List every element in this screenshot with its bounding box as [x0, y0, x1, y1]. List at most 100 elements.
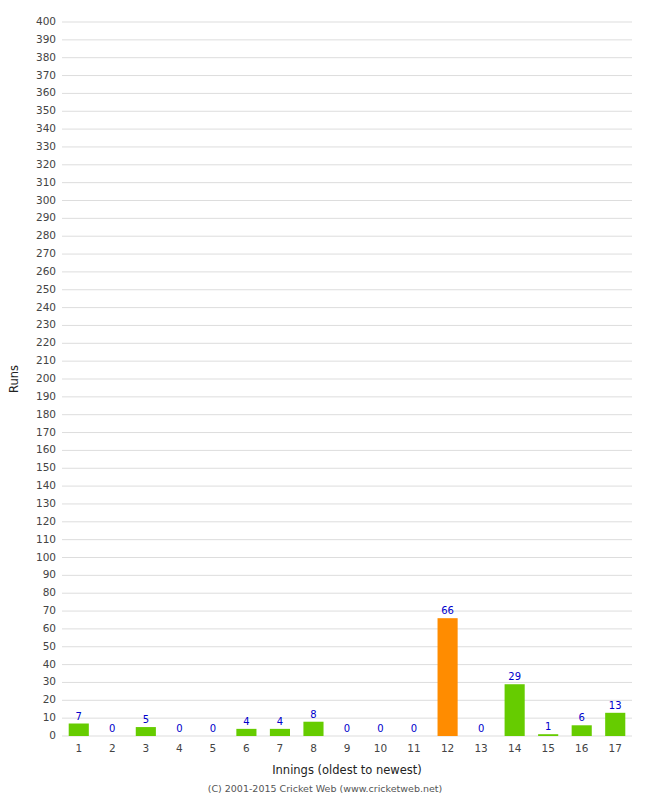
bar: [370, 736, 390, 737]
y-tick-label: 330: [36, 140, 56, 152]
grid-line: [62, 271, 632, 272]
x-tick-label: 6: [243, 742, 250, 754]
bar: [69, 724, 89, 736]
data-label: 4: [243, 716, 249, 727]
grid-line: [62, 57, 632, 58]
grid-line: [62, 646, 632, 647]
y-axis: 0102030405060708090100110120130140150160…: [36, 15, 56, 741]
grid-line: [62, 343, 632, 344]
x-tick-label: 3: [142, 742, 149, 754]
grid-line: [62, 414, 632, 415]
x-axis-title: Innings (oldest to newest): [272, 763, 422, 777]
grid-line: [62, 379, 632, 380]
y-tick-label: 50: [43, 640, 56, 652]
x-tick-label: 13: [474, 742, 487, 754]
data-label: 29: [508, 671, 521, 682]
data-label: 1: [545, 721, 551, 732]
data-label: 5: [143, 714, 149, 725]
grid-line: [62, 521, 632, 522]
data-label: 8: [310, 709, 316, 720]
grid-line: [62, 450, 632, 451]
y-grid: [62, 22, 632, 736]
grid-line: [62, 682, 632, 683]
grid-line: [62, 361, 632, 362]
bar: [337, 736, 357, 737]
y-tick-label: 40: [43, 658, 56, 670]
grid-line: [62, 200, 632, 201]
grid-line: [62, 628, 632, 629]
y-tick-label: 400: [36, 15, 56, 27]
y-tick-label: 250: [36, 283, 56, 295]
y-tick-label: 290: [36, 211, 56, 223]
y-tick-label: 310: [36, 176, 56, 188]
y-tick-label: 120: [36, 515, 56, 527]
grid-line: [62, 129, 632, 130]
grid-line: [62, 539, 632, 540]
y-tick-label: 380: [36, 51, 56, 63]
grid-line: [62, 146, 632, 147]
bar: [538, 734, 558, 736]
data-label: 0: [411, 723, 417, 734]
x-tick-label: 11: [407, 742, 420, 754]
bar: [203, 736, 223, 737]
grid-line: [62, 289, 632, 290]
y-tick-label: 300: [36, 194, 56, 206]
grid-line: [62, 503, 632, 504]
grid-line: [62, 307, 632, 308]
y-tick-label: 60: [43, 622, 56, 634]
y-tick-label: 100: [36, 551, 56, 563]
y-tick-label: 150: [36, 461, 56, 473]
grid-line: [62, 111, 632, 112]
bar: [136, 727, 156, 736]
grid-line: [62, 593, 632, 594]
bar: [438, 618, 458, 736]
y-tick-label: 80: [43, 586, 56, 598]
x-tick-label: 16: [575, 742, 589, 754]
footer: (C) 2001-2015 Cricket Web (www.cricketwe…: [208, 783, 443, 794]
grid-line: [62, 218, 632, 219]
data-label: 6: [579, 712, 585, 723]
y-axis-title: Runs: [7, 365, 21, 393]
grid-line: [62, 254, 632, 255]
x-tick-label: 7: [277, 742, 284, 754]
data-labels: 70500448000660291613: [76, 605, 622, 734]
x-tick-label: 5: [210, 742, 217, 754]
data-label: 0: [176, 723, 182, 734]
x-tick-label: 9: [344, 742, 351, 754]
data-label: 0: [210, 723, 216, 734]
y-tick-label: 140: [36, 479, 56, 491]
y-tick-label: 320: [36, 158, 56, 170]
bar: [404, 736, 424, 737]
grid-line: [62, 22, 632, 23]
y-tick-label: 30: [43, 675, 56, 687]
y-tick-label: 390: [36, 33, 56, 45]
grid-line: [62, 39, 632, 40]
grid-line: [62, 164, 632, 165]
y-tick-label: 230: [36, 318, 56, 330]
y-tick-label: 200: [36, 372, 56, 384]
data-label: 0: [377, 723, 383, 734]
grid-line: [62, 611, 632, 612]
x-tick-label: 10: [374, 742, 387, 754]
x-tick-label: 1: [75, 742, 82, 754]
bar: [102, 736, 122, 737]
bar: [605, 713, 625, 736]
grid-line: [62, 236, 632, 237]
y-tick-label: 170: [36, 426, 56, 438]
x-tick-label: 17: [609, 742, 622, 754]
bars: [69, 618, 626, 736]
y-tick-label: 350: [36, 104, 56, 116]
grid-line: [62, 93, 632, 94]
chart: 0102030405060708090100110120130140150160…: [0, 0, 650, 800]
y-tick-label: 280: [36, 229, 56, 241]
y-tick-label: 340: [36, 122, 56, 134]
grid-line: [62, 664, 632, 665]
data-label: 0: [109, 723, 115, 734]
y-tick-label: 160: [36, 443, 56, 455]
bar: [572, 725, 592, 736]
grid-line: [62, 486, 632, 487]
x-tick-label: 2: [109, 742, 116, 754]
y-tick-label: 70: [43, 604, 56, 616]
grid-line: [62, 468, 632, 469]
grid-line: [62, 75, 632, 76]
